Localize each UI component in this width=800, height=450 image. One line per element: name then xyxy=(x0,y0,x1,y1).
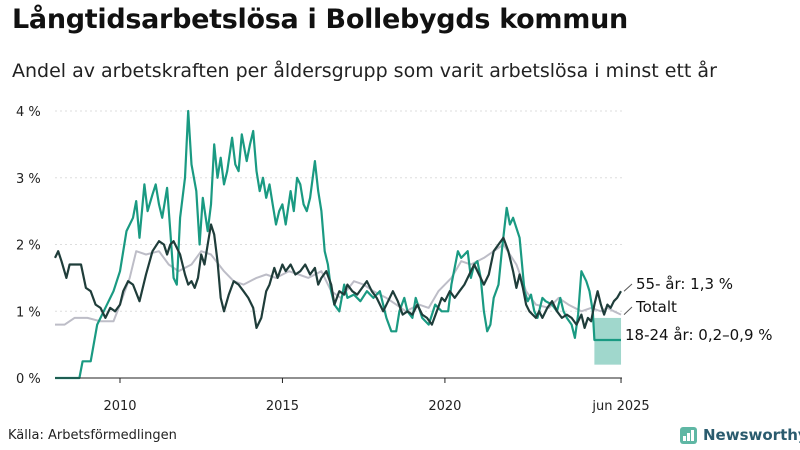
series-line-18-24-r xyxy=(55,109,621,380)
end-labels: Totalt 18-24 år: 0,2–0,9 % 55- år: 1,3 % xyxy=(623,275,773,344)
x-tick-label: 2015 xyxy=(266,399,299,414)
end-label: Totalt xyxy=(635,298,677,316)
x-tick-label: 2020 xyxy=(428,399,461,414)
uncertainty-band-18-24 xyxy=(594,317,622,365)
leader-line xyxy=(623,283,633,292)
series-line-55-r xyxy=(54,223,622,329)
source-note: Källa: Arbetsförmedlingen xyxy=(8,428,177,443)
newsworthy-icon xyxy=(680,426,697,444)
y-tick-label: 4 % xyxy=(16,105,41,120)
x-tick-label: 2010 xyxy=(103,399,136,414)
end-label: 55- år: 1,3 % xyxy=(636,275,733,293)
leader-line xyxy=(623,306,633,315)
axes: 0 % 1 % 2 % 3 % 4 % 2010 2015 2020 jun 2025 xyxy=(16,105,650,414)
x-tick-label: jun 2025 xyxy=(591,399,649,414)
chart-subtitle: Andel av arbetskraften per åldersgrupp s… xyxy=(12,60,717,82)
y-tick-label: 1 % xyxy=(16,305,41,320)
gridlines xyxy=(55,110,622,379)
y-tick-label: 0 % xyxy=(16,372,41,387)
y-tick-label: 3 % xyxy=(16,172,41,187)
end-label: 18-24 år: 0,2–0,9 % xyxy=(625,326,773,344)
chart-title: Långtidsarbetslösa i Bollebygds kommun xyxy=(12,4,628,35)
brand-logo: Newsworthy xyxy=(680,426,800,444)
series-lines xyxy=(54,109,622,380)
y-tick-label: 2 % xyxy=(16,239,41,254)
brand-name: Newsworthy xyxy=(703,426,800,444)
range-band-layer xyxy=(594,317,622,365)
